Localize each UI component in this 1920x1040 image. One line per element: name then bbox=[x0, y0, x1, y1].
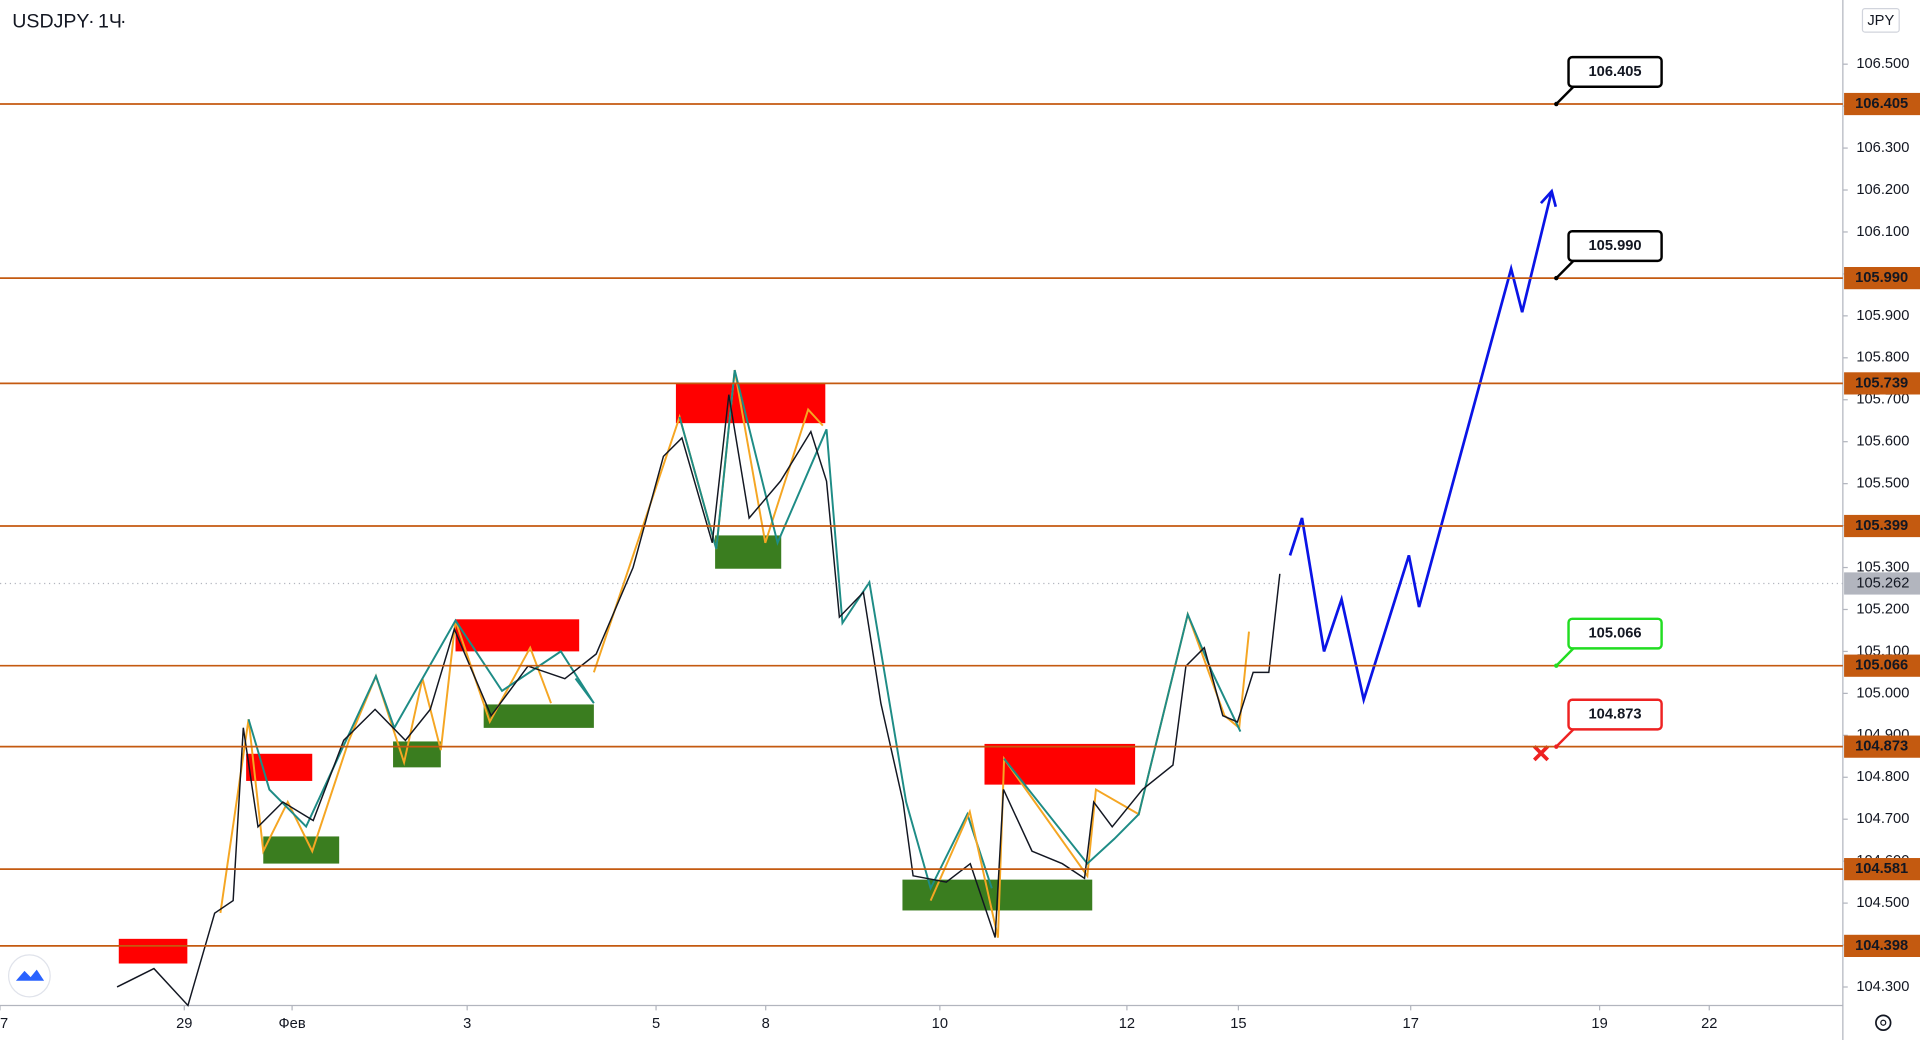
demand-zone bbox=[715, 535, 782, 569]
zigzag-up bbox=[219, 620, 552, 914]
logo-mark bbox=[15, 969, 45, 981]
zigzag-down bbox=[247, 618, 595, 829]
x-tick-label: 5 bbox=[652, 1016, 660, 1032]
callout-label: 106.405 bbox=[1589, 64, 1642, 80]
zones bbox=[118, 383, 1136, 964]
x-tick-label: Фев bbox=[279, 1016, 306, 1032]
y-tick-label: 106.200 bbox=[1856, 182, 1909, 198]
callout-anchor bbox=[1554, 101, 1559, 107]
y-tick-label: 105.700 bbox=[1856, 392, 1909, 408]
level-tag bbox=[1844, 934, 1920, 957]
callout-pointer bbox=[1555, 728, 1575, 748]
x-tick-label: 8 bbox=[762, 1016, 770, 1032]
y-tick-label: 105.900 bbox=[1856, 308, 1909, 324]
level-label: 104.581 bbox=[1855, 861, 1908, 877]
demand-zone bbox=[263, 836, 340, 864]
supply-zone bbox=[675, 383, 826, 424]
arrow-head bbox=[1539, 188, 1558, 208]
y-tick-label: 106.100 bbox=[1856, 224, 1909, 240]
x-tick-label: 3 bbox=[463, 1016, 471, 1032]
x-tick-label: 17 bbox=[1403, 1016, 1419, 1032]
settings-icon-core bbox=[1880, 1019, 1887, 1026]
zigzag bbox=[219, 369, 1250, 938]
interval: 1Ч bbox=[98, 10, 122, 32]
level-tag bbox=[1844, 372, 1920, 395]
demand-zone bbox=[483, 704, 594, 728]
y-tick-label: 105.800 bbox=[1856, 350, 1909, 366]
price-line bbox=[1288, 190, 1553, 705]
y-tick-label: 105.500 bbox=[1856, 476, 1909, 492]
callout-label: 104.873 bbox=[1589, 706, 1642, 722]
y-tick-label: 104.300 bbox=[1856, 979, 1909, 995]
callout-box bbox=[1567, 698, 1663, 731]
x-tick-label: 22 bbox=[1701, 1016, 1717, 1032]
level-label: 106.405 bbox=[1855, 96, 1908, 112]
supply-zone bbox=[246, 753, 313, 781]
x-tick-label: 27 bbox=[0, 1016, 8, 1032]
y-tick-label: 105.600 bbox=[1856, 434, 1909, 450]
level-label: 105.399 bbox=[1855, 518, 1908, 534]
callout-label: 105.066 bbox=[1589, 625, 1642, 641]
x-tick-label: 12 bbox=[1119, 1016, 1135, 1032]
y-tick-label: 104.700 bbox=[1856, 811, 1909, 827]
supply-zone bbox=[455, 619, 580, 652]
zigzag-up bbox=[929, 611, 1250, 938]
stop-marker bbox=[1532, 745, 1550, 762]
settings-icon[interactable] bbox=[1875, 1014, 1892, 1031]
supply-zone bbox=[118, 938, 188, 964]
callout-anchor bbox=[1554, 663, 1559, 668]
y-tick-label: 105.200 bbox=[1856, 601, 1909, 617]
level-label: 105.066 bbox=[1855, 658, 1908, 674]
callout-pointer bbox=[1555, 85, 1575, 105]
y-tick-label: 106.300 bbox=[1856, 140, 1909, 156]
y-tick-label: 105.000 bbox=[1856, 685, 1909, 701]
symbol: USDJPY bbox=[12, 10, 89, 32]
level-label: 105.739 bbox=[1855, 375, 1908, 391]
level-tag bbox=[1844, 654, 1920, 677]
x-tick-label: 19 bbox=[1591, 1016, 1607, 1032]
level-label: 104.873 bbox=[1855, 739, 1908, 755]
last-price-tag bbox=[1844, 572, 1920, 595]
level-tag bbox=[1844, 735, 1920, 758]
y-tick-label: 104.500 bbox=[1856, 895, 1909, 911]
currency-button[interactable] bbox=[1861, 8, 1900, 33]
level-tag bbox=[1844, 514, 1920, 538]
callout-pointer bbox=[1555, 259, 1575, 279]
callout-anchor bbox=[1554, 275, 1559, 281]
x-tick-label: 15 bbox=[1230, 1016, 1246, 1032]
callout-box bbox=[1567, 617, 1663, 650]
y-tick-label: 104.800 bbox=[1856, 769, 1909, 785]
callout-anchor bbox=[1554, 744, 1559, 749]
y-tick-label: 105.300 bbox=[1856, 559, 1909, 575]
x-tick-label: 10 bbox=[932, 1016, 948, 1032]
zigzag-down bbox=[1003, 611, 1242, 866]
y-tick-label: 106.500 bbox=[1856, 56, 1909, 72]
level-tag bbox=[1844, 858, 1920, 881]
separator: · bbox=[88, 10, 95, 32]
demand-zone bbox=[393, 741, 441, 768]
x-tick-label: 29 bbox=[176, 1016, 192, 1032]
level-tag bbox=[1844, 92, 1920, 116]
level-tag bbox=[1844, 267, 1920, 290]
callout-pointer bbox=[1555, 647, 1575, 667]
level-label: 105.990 bbox=[1855, 270, 1908, 286]
callout-box bbox=[1567, 55, 1663, 88]
callout-box bbox=[1567, 229, 1663, 263]
separator: · bbox=[120, 10, 127, 32]
last-price-label: 105.262 bbox=[1856, 575, 1909, 591]
callout-label: 105.990 bbox=[1589, 238, 1642, 254]
currency[interactable]: JPY bbox=[1867, 13, 1894, 29]
price-line bbox=[116, 394, 1281, 1007]
level-label: 104.398 bbox=[1855, 938, 1908, 954]
zigzag-down bbox=[678, 369, 993, 891]
